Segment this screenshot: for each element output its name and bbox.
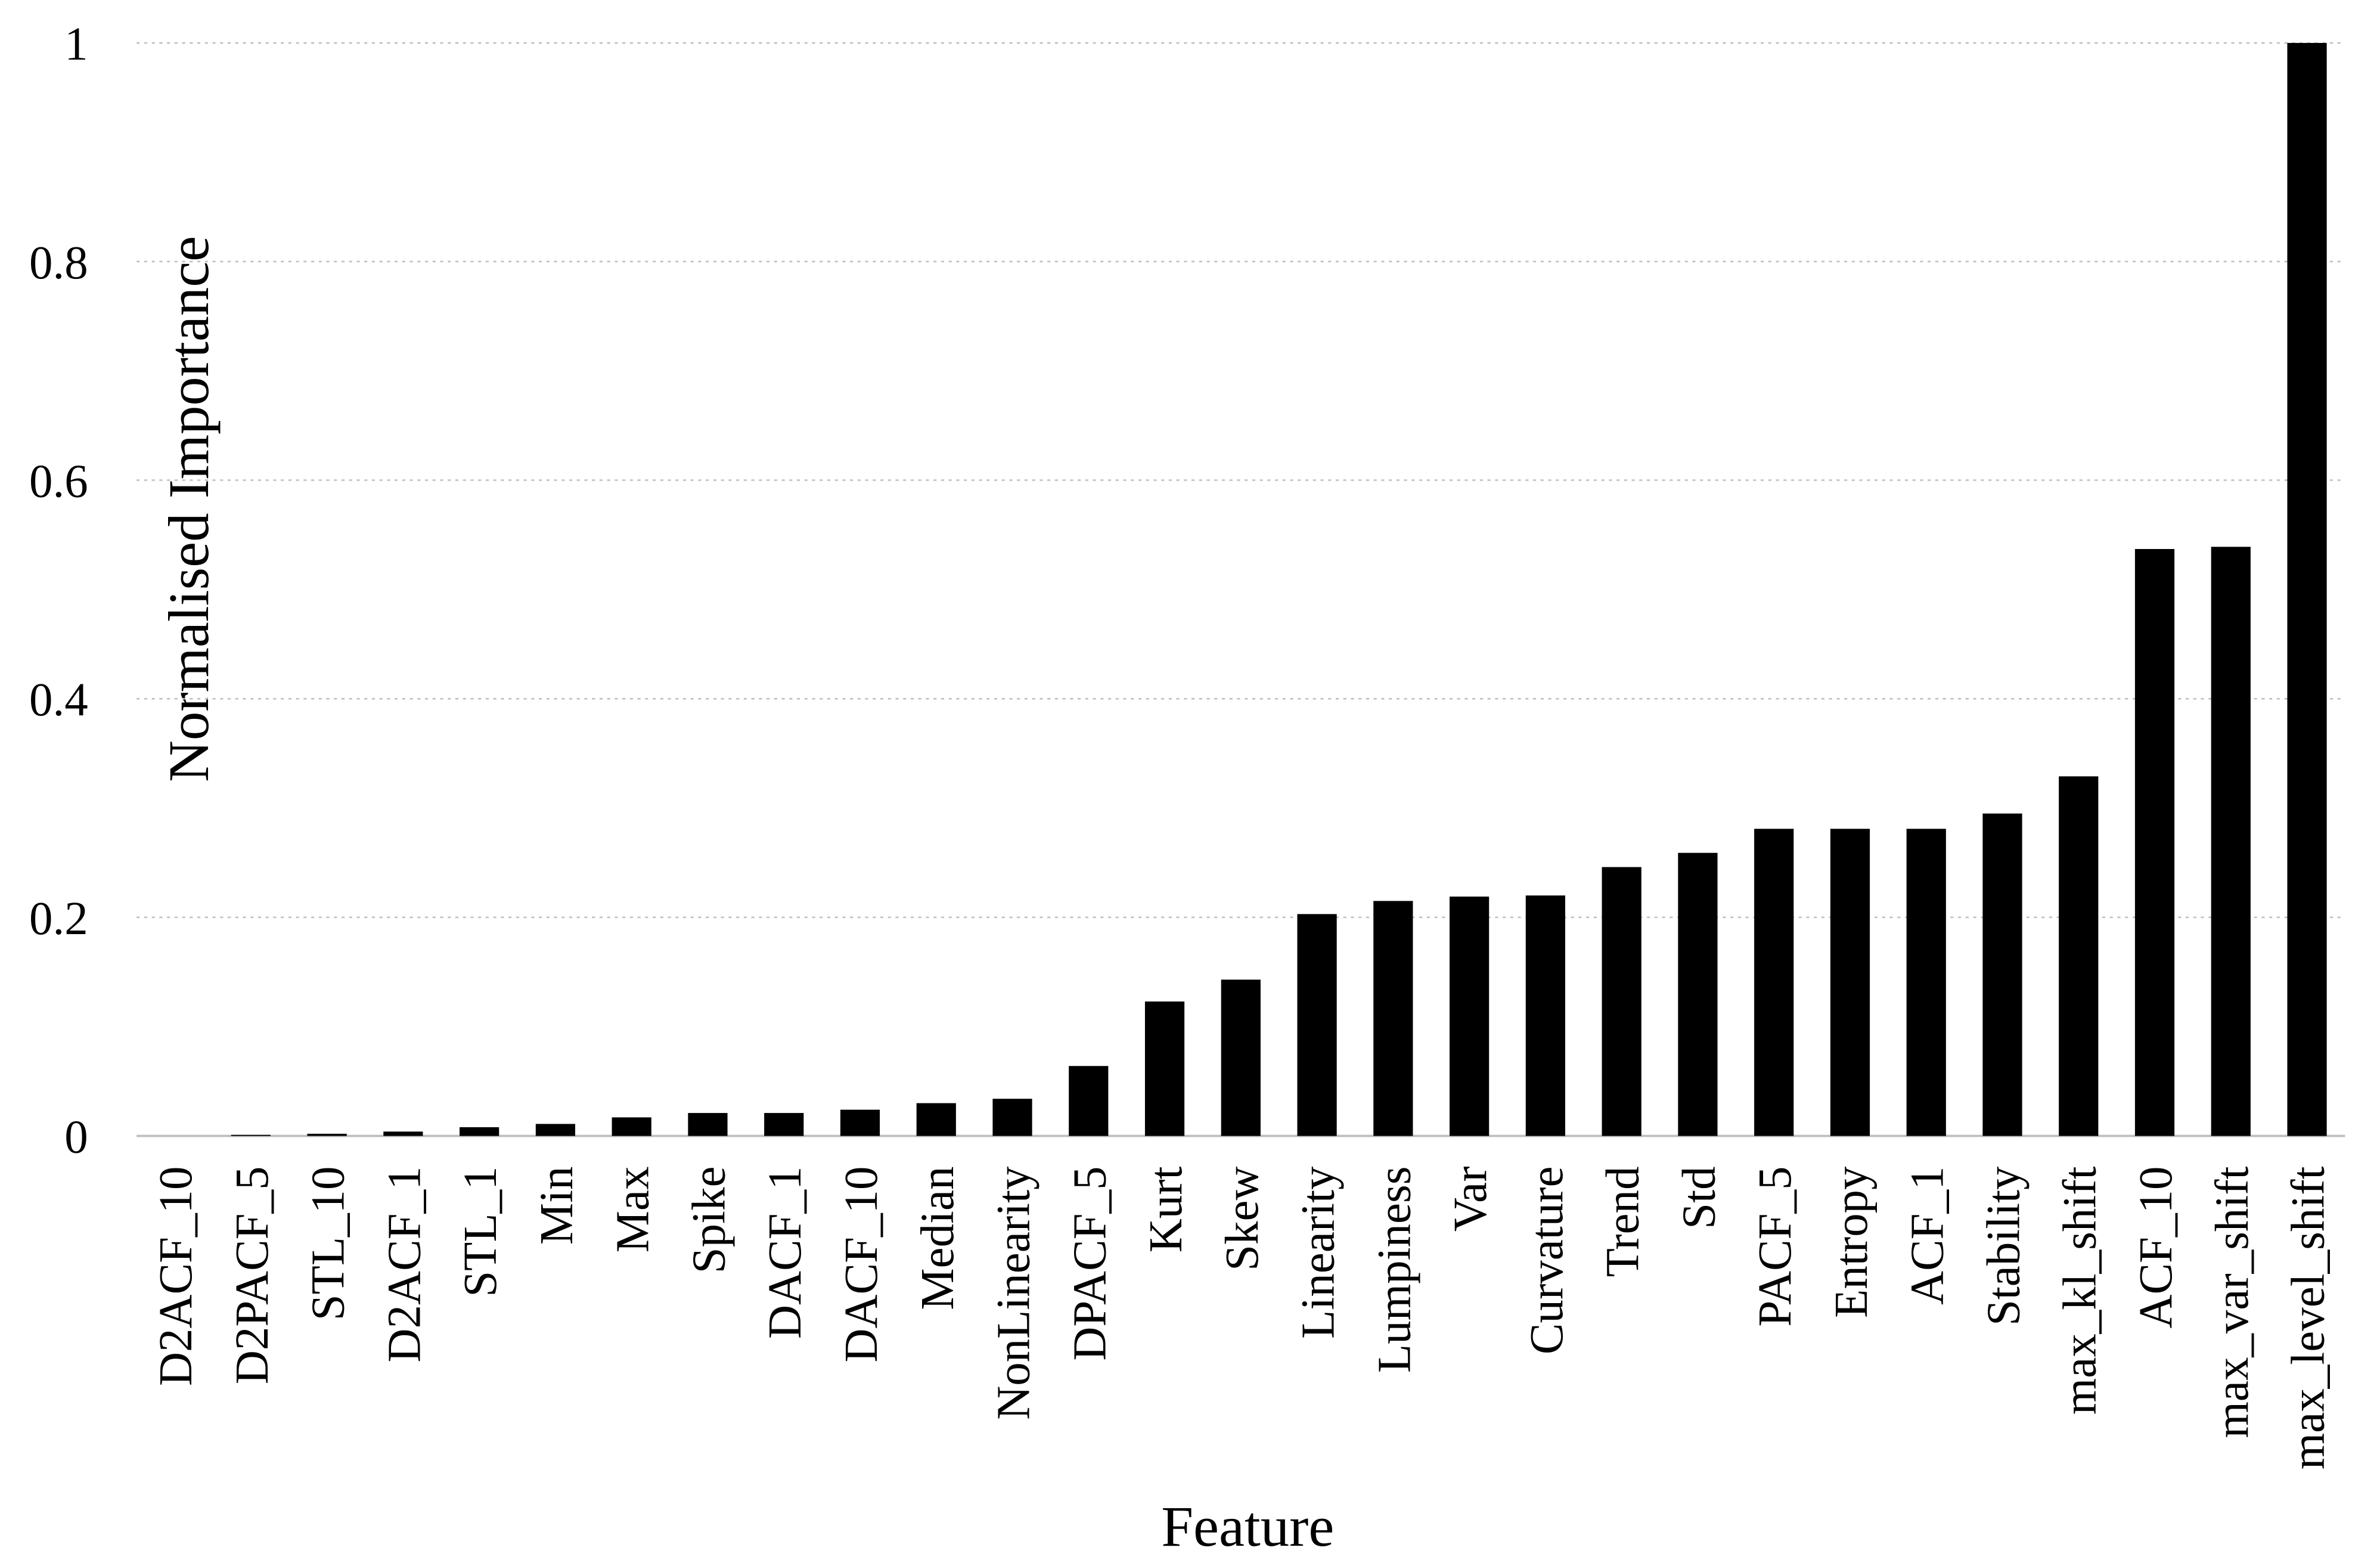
x-tick-label: Median — [912, 1167, 964, 1310]
x-tick-label: D2PACF_5 — [226, 1167, 278, 1385]
bar — [840, 1109, 880, 1136]
bar — [383, 1131, 423, 1136]
y-tick-label: 0.4 — [29, 674, 88, 726]
x-tick-label: Min — [531, 1167, 583, 1245]
x-axis-label: Feature — [1161, 1494, 1334, 1558]
x-tick-label: Kurt — [1140, 1166, 1192, 1252]
bar — [1982, 813, 2022, 1136]
y-tick-label: 0.6 — [29, 455, 88, 507]
bar — [1754, 829, 1794, 1136]
x-tick-label: STL_1 — [455, 1167, 507, 1297]
x-tick-label: DACF_10 — [836, 1167, 888, 1363]
x-tick-label: max_level_shift — [2283, 1166, 2335, 1469]
bar — [1450, 897, 1490, 1136]
x-tick-label: Stability — [1978, 1166, 2030, 1326]
x-tick-label: D2ACF_1 — [378, 1167, 430, 1363]
x-tick-label: D2ACF_10 — [150, 1167, 202, 1386]
bar — [612, 1117, 651, 1136]
bar — [2134, 548, 2175, 1136]
bar — [2287, 43, 2327, 1136]
x-tick-label: Max — [607, 1167, 659, 1253]
y-tick-label: 0.2 — [29, 893, 88, 945]
bar — [1678, 852, 1718, 1136]
y-tick-label: 0 — [64, 1112, 88, 1164]
x-tick-label: ACF_10 — [2130, 1167, 2182, 1329]
bar — [688, 1113, 728, 1136]
x-tick-label: STL_10 — [303, 1167, 355, 1321]
x-tick-label: PACF_5 — [1749, 1167, 1801, 1327]
x-tick-label: Skew — [1217, 1167, 1268, 1271]
x-tick-label: Linearity — [1293, 1166, 1345, 1339]
bar — [1144, 1001, 1185, 1136]
bar — [307, 1133, 347, 1136]
x-tick-label: max_kl_shift — [2054, 1166, 2106, 1415]
bar — [1830, 829, 1870, 1136]
bar — [535, 1124, 576, 1136]
bar — [916, 1103, 956, 1136]
x-tick-label: DACF_1 — [759, 1167, 811, 1339]
bar — [231, 1134, 271, 1136]
y-axis-label: Normalised Importance — [157, 236, 221, 782]
bar — [1525, 895, 1565, 1136]
bar — [1221, 979, 1261, 1136]
x-tick-label: DPACF_5 — [1064, 1167, 1116, 1361]
x-tick-label: Var — [1445, 1167, 1497, 1232]
bar — [764, 1113, 804, 1136]
x-tick-label: Curvature — [1521, 1167, 1573, 1355]
x-tick-label: Entropy — [1826, 1166, 1878, 1318]
x-tick-label: Spike — [683, 1167, 735, 1274]
x-tick-label: ACF_1 — [1902, 1167, 1954, 1305]
x-tick-label: Std — [1673, 1167, 1725, 1229]
bar — [2211, 547, 2251, 1136]
bar — [2059, 776, 2099, 1136]
x-tick-label: Trend — [1597, 1167, 1649, 1277]
bar — [992, 1099, 1032, 1136]
bar — [1373, 901, 1413, 1136]
bar — [1069, 1066, 1109, 1136]
bar — [1297, 914, 1337, 1136]
bar — [1906, 829, 1946, 1136]
y-tick-label: 1 — [64, 18, 88, 70]
x-tick-label: NonLinearity — [988, 1166, 1040, 1420]
x-tick-label: Lumpiness — [1369, 1167, 1420, 1373]
bar — [1602, 867, 1642, 1136]
x-tick-label: max_var_shift — [2207, 1166, 2258, 1438]
y-tick-label: 0.8 — [29, 237, 88, 289]
bar — [460, 1127, 499, 1136]
